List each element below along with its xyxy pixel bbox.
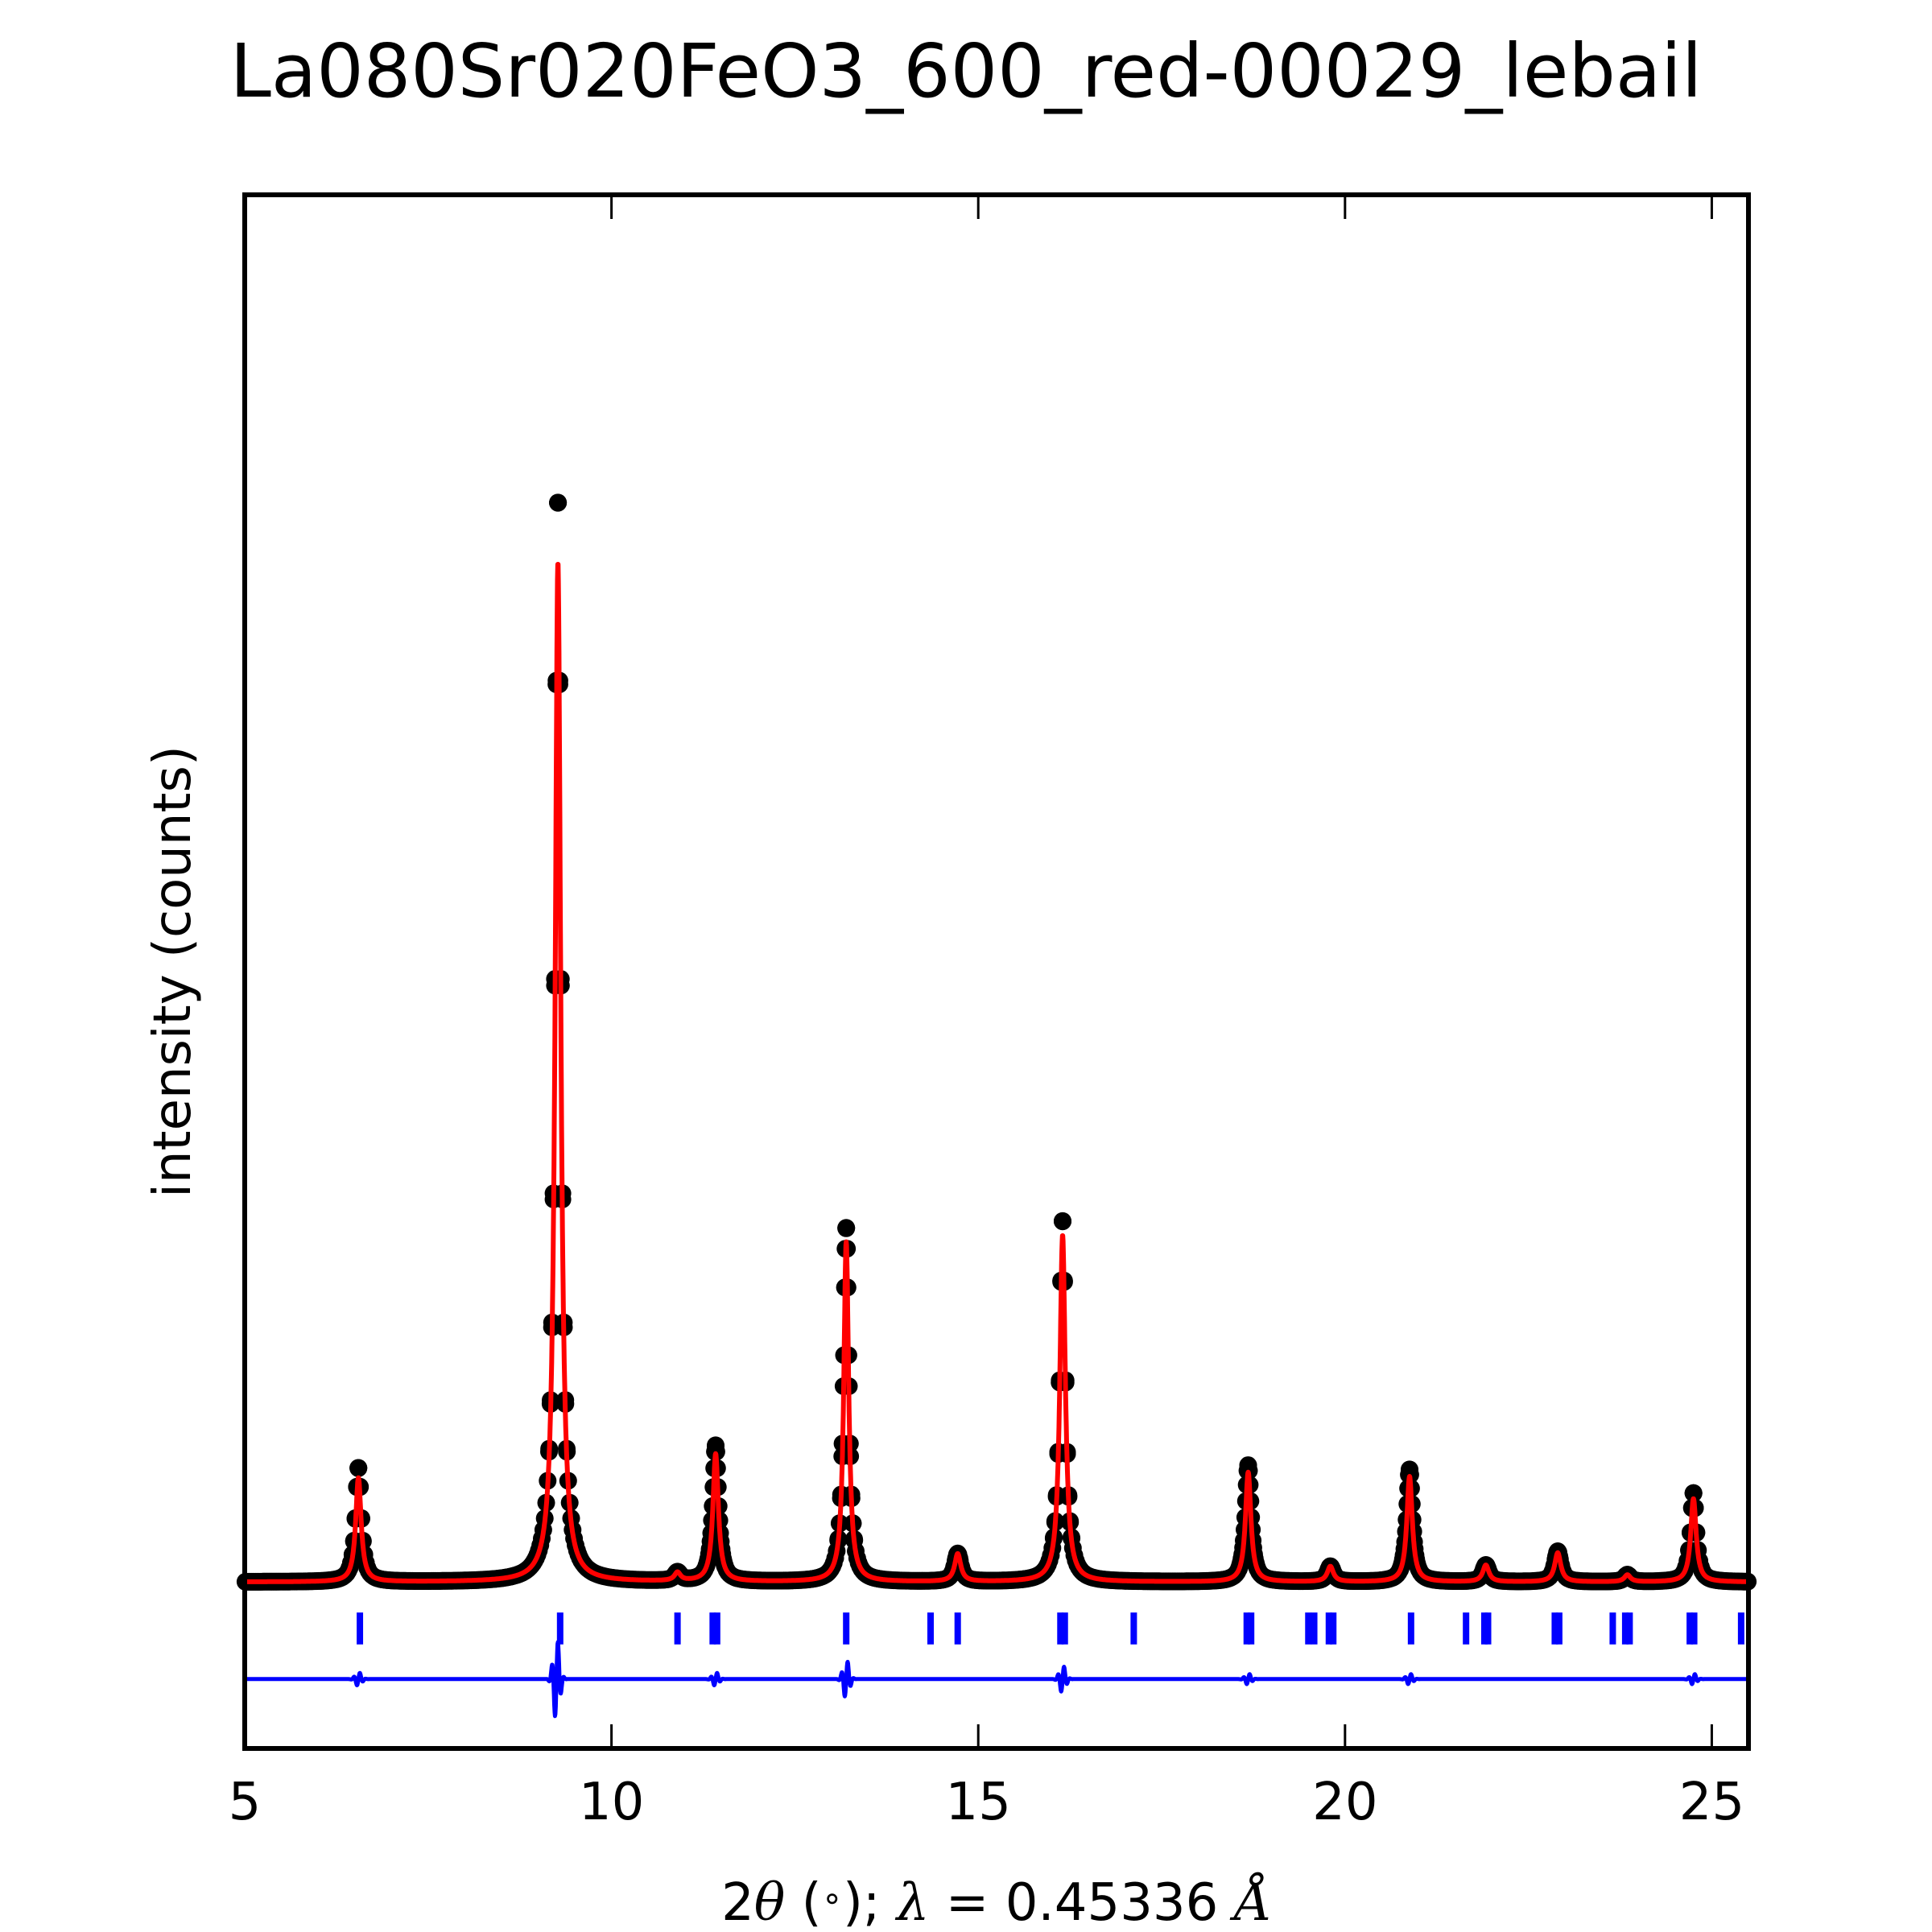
x-tick-label: 15 <box>946 1773 1011 1832</box>
observed-point <box>349 1459 368 1477</box>
x-tick-label: 10 <box>579 1773 644 1832</box>
x-axis-label: 2θ (∘); λ = 0.45336 Å <box>721 1872 1272 1932</box>
x-tick-label: 5 <box>229 1773 262 1832</box>
plot-frame <box>242 192 1751 1751</box>
y-axis-label: intensity (counts) <box>143 745 203 1198</box>
x-axis-ticks <box>243 195 1713 1748</box>
observed-point <box>549 493 568 512</box>
plot-content <box>236 493 1757 1719</box>
chart-title: La080Sr020FeO3_600_red-00029_lebail <box>230 28 1703 114</box>
x-axis-tick-labels: 5 10 15 20 25 <box>229 1773 1745 1832</box>
calculated-curve <box>242 562 1751 1584</box>
observed-point <box>1054 1212 1071 1231</box>
difference-curve <box>243 1640 1750 1719</box>
observed-points <box>236 493 1757 1591</box>
observed-point <box>837 1219 856 1237</box>
x-tick-label: 20 <box>1312 1773 1377 1832</box>
x-tick-label: 25 <box>1679 1773 1744 1832</box>
